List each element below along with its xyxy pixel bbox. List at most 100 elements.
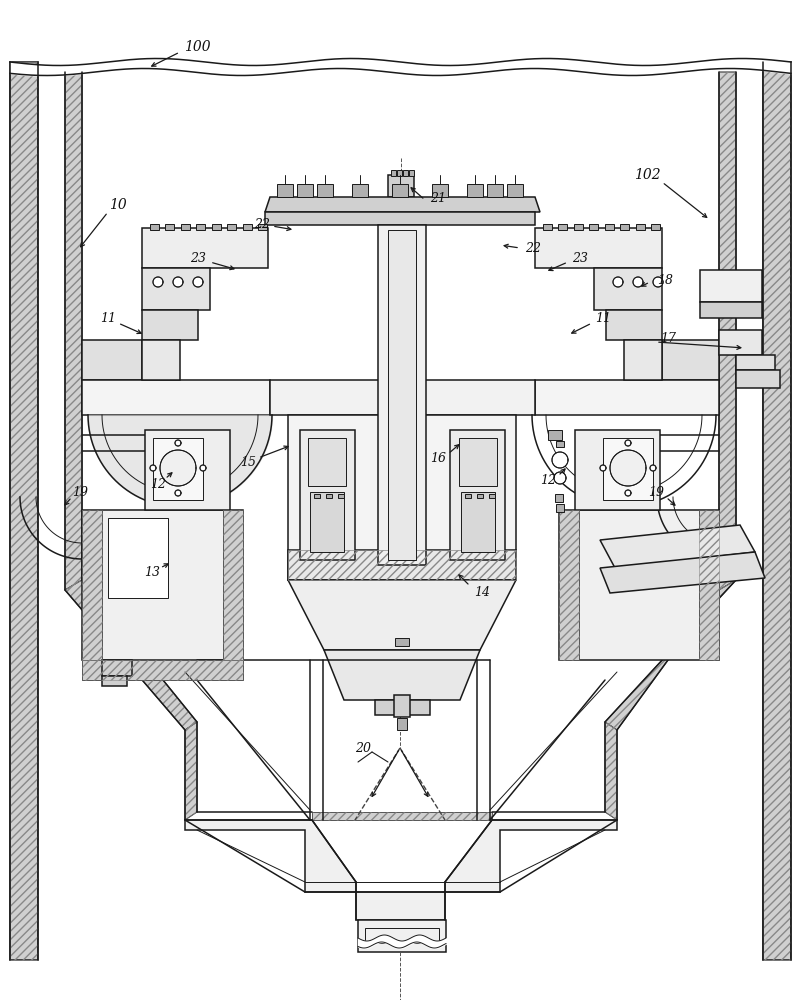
Polygon shape xyxy=(699,510,719,660)
Text: 18: 18 xyxy=(657,273,673,286)
Wedge shape xyxy=(173,277,183,287)
Polygon shape xyxy=(142,268,210,310)
Text: 23: 23 xyxy=(572,251,588,264)
Bar xyxy=(395,638,409,646)
Bar xyxy=(543,224,552,230)
Polygon shape xyxy=(605,580,736,730)
Bar xyxy=(211,224,221,230)
Polygon shape xyxy=(324,650,480,700)
Polygon shape xyxy=(600,552,765,593)
Bar xyxy=(620,224,629,230)
Wedge shape xyxy=(613,277,623,287)
Polygon shape xyxy=(288,580,516,650)
Wedge shape xyxy=(160,450,196,486)
Text: 19: 19 xyxy=(648,486,664,498)
Bar xyxy=(102,676,127,686)
Polygon shape xyxy=(719,330,762,355)
Bar xyxy=(556,504,564,512)
Polygon shape xyxy=(288,550,516,580)
Bar xyxy=(310,492,344,552)
Bar xyxy=(432,184,448,197)
Text: 17: 17 xyxy=(660,332,676,344)
Wedge shape xyxy=(153,277,163,287)
Text: 102: 102 xyxy=(634,168,660,182)
Wedge shape xyxy=(175,490,181,496)
Bar xyxy=(394,695,410,717)
Wedge shape xyxy=(610,450,646,486)
Bar xyxy=(391,170,396,176)
Bar xyxy=(450,430,505,560)
Polygon shape xyxy=(559,510,719,660)
Polygon shape xyxy=(763,62,791,960)
Bar xyxy=(461,492,495,552)
Polygon shape xyxy=(736,370,780,388)
Text: 20: 20 xyxy=(355,742,371,754)
Wedge shape xyxy=(650,465,656,471)
Polygon shape xyxy=(288,415,516,580)
Bar xyxy=(555,494,563,502)
Polygon shape xyxy=(606,310,662,340)
Text: 100: 100 xyxy=(183,40,211,54)
Bar xyxy=(397,170,402,176)
Polygon shape xyxy=(65,580,197,730)
Polygon shape xyxy=(185,722,197,820)
Bar xyxy=(558,224,567,230)
Polygon shape xyxy=(65,72,82,590)
Bar xyxy=(378,225,426,565)
Bar xyxy=(392,184,408,197)
Wedge shape xyxy=(200,465,206,471)
Text: 15: 15 xyxy=(240,456,256,468)
Bar xyxy=(317,184,333,197)
Polygon shape xyxy=(223,510,243,660)
Polygon shape xyxy=(82,510,102,660)
Wedge shape xyxy=(600,465,606,471)
Bar xyxy=(166,224,175,230)
Polygon shape xyxy=(185,820,617,920)
Bar xyxy=(467,184,483,197)
Polygon shape xyxy=(82,340,142,380)
Polygon shape xyxy=(535,228,662,268)
Text: 11: 11 xyxy=(100,312,116,324)
Bar xyxy=(277,184,293,197)
Text: 16: 16 xyxy=(430,452,446,464)
Polygon shape xyxy=(82,380,270,415)
Text: 19: 19 xyxy=(72,486,88,498)
Wedge shape xyxy=(625,440,631,446)
Bar xyxy=(196,224,205,230)
Bar xyxy=(603,438,653,500)
Bar xyxy=(108,518,168,598)
Polygon shape xyxy=(535,380,719,415)
Bar xyxy=(403,170,408,176)
Text: 21: 21 xyxy=(430,192,446,205)
Bar xyxy=(388,175,414,197)
Bar xyxy=(605,224,614,230)
Bar xyxy=(556,441,564,447)
Bar xyxy=(651,224,660,230)
Wedge shape xyxy=(625,490,631,496)
Bar xyxy=(507,184,523,197)
Bar xyxy=(352,184,368,197)
Polygon shape xyxy=(265,197,540,212)
Wedge shape xyxy=(552,452,568,468)
Bar xyxy=(358,920,446,952)
Text: 14: 14 xyxy=(474,585,490,598)
Polygon shape xyxy=(624,340,662,380)
Text: 22: 22 xyxy=(254,218,270,231)
Polygon shape xyxy=(270,380,535,415)
Bar xyxy=(102,660,132,676)
Bar xyxy=(227,224,236,230)
Polygon shape xyxy=(265,212,535,225)
Bar xyxy=(548,430,562,440)
Polygon shape xyxy=(594,268,662,310)
Polygon shape xyxy=(736,355,775,370)
Polygon shape xyxy=(559,510,579,660)
Polygon shape xyxy=(142,340,180,380)
Bar xyxy=(635,224,645,230)
Text: 11: 11 xyxy=(595,312,611,324)
Polygon shape xyxy=(575,430,660,510)
Polygon shape xyxy=(662,340,719,380)
Text: 13: 13 xyxy=(144,566,160,578)
Bar xyxy=(314,494,320,498)
Polygon shape xyxy=(700,302,762,318)
Bar xyxy=(487,184,503,197)
